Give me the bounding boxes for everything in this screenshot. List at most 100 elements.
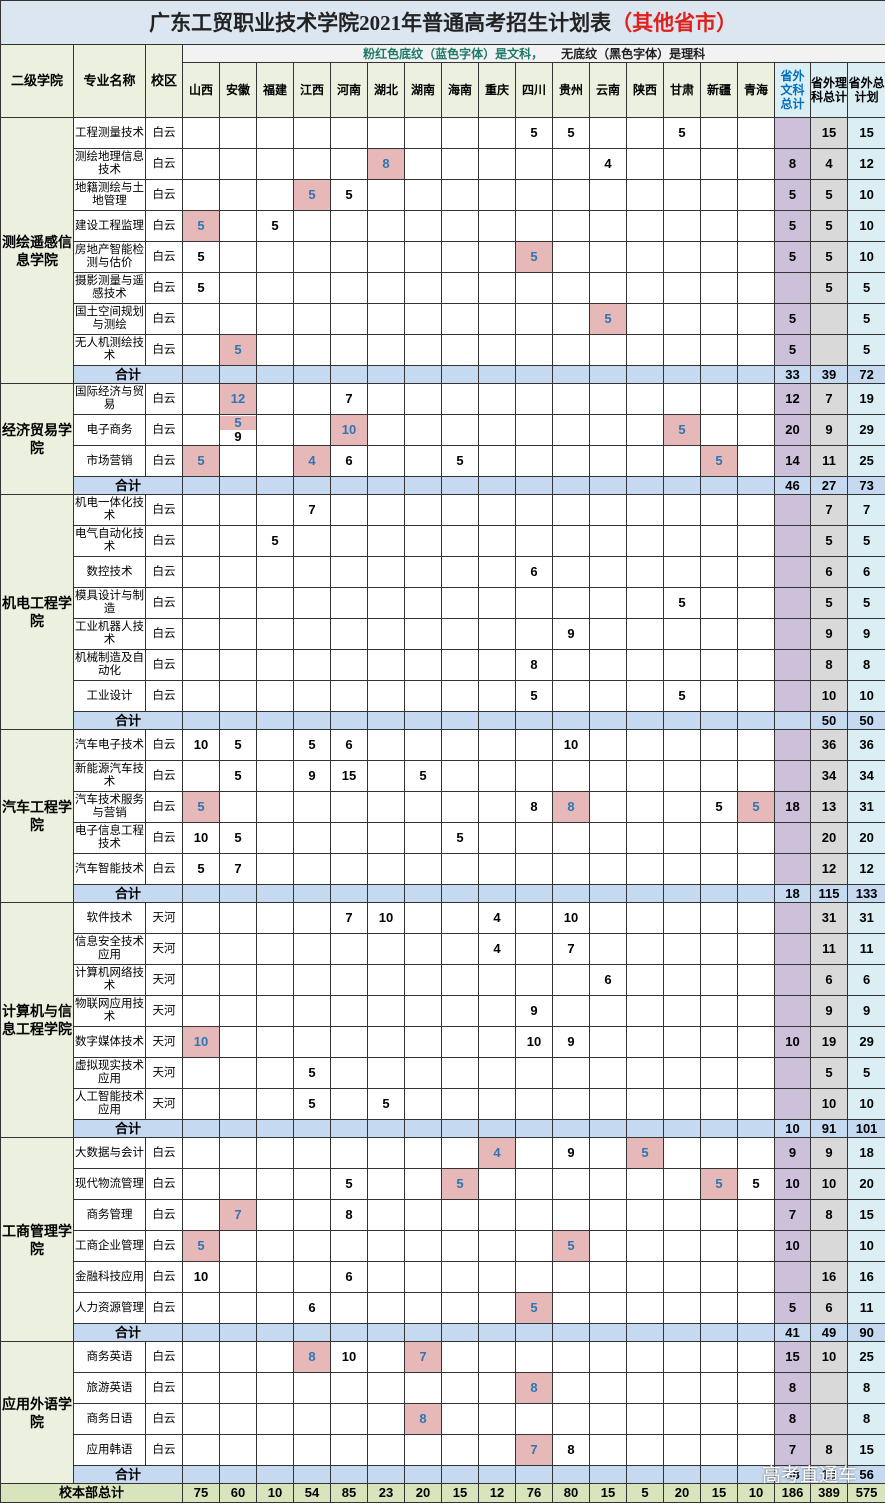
empty-cell: [478, 791, 516, 823]
empty-cell: [182, 383, 220, 415]
empty-cell: [515, 1119, 553, 1138]
li-value: 10: [182, 1261, 220, 1293]
empty-cell: [330, 525, 368, 557]
empty-cell: [515, 853, 553, 885]
subtotal-label: 合计: [73, 1323, 183, 1342]
empty-cell: [700, 117, 738, 149]
table-row: 测绘遥感信息学院 工程测量技术 白云 5 5 5 15 15: [0, 117, 885, 384]
empty-cell: [367, 414, 405, 446]
column-header: 二级学院: [0, 44, 74, 118]
total-wen: 41: [774, 1323, 811, 1342]
table-row: 合计 50 50: [1, 711, 885, 730]
empty-cell: [552, 179, 590, 211]
empty-cell: [404, 494, 442, 526]
grand-value: 20: [404, 1483, 442, 1503]
empty-cell: [293, 1372, 331, 1404]
empty-cell: [515, 334, 553, 366]
empty-cell: [219, 241, 257, 273]
empty-cell: [367, 933, 405, 965]
empty-cell: [367, 303, 405, 335]
major-name: 虚拟现实技术应用: [73, 1057, 146, 1089]
major-name: 应用韩语: [73, 1434, 146, 1466]
campus: 白云: [145, 649, 183, 681]
li-value: 9: [234, 429, 242, 444]
empty-cell: [182, 587, 220, 619]
empty-cell: [293, 525, 331, 557]
wen-value: 4: [293, 445, 331, 477]
empty-cell: [441, 1403, 479, 1435]
empty-cell: [737, 1088, 775, 1120]
empty-cell: [589, 117, 627, 149]
empty-cell: [441, 334, 479, 366]
empty-cell: [219, 179, 257, 211]
empty-cell: [663, 179, 701, 211]
empty-cell: [515, 1199, 553, 1231]
empty-cell: [663, 822, 701, 854]
total-li: 5: [810, 210, 848, 242]
li-value: 9: [515, 995, 553, 1027]
empty-cell: [404, 1168, 442, 1200]
li-value: 15: [330, 760, 368, 792]
empty-cell: [182, 1088, 220, 1120]
total: 5: [846, 272, 885, 304]
total: 31: [846, 791, 885, 823]
total: 101: [846, 1119, 885, 1138]
campus: 白云: [145, 1199, 183, 1231]
empty-cell: [700, 1119, 738, 1138]
empty-cell: [367, 884, 405, 903]
empty-cell: [367, 680, 405, 712]
empty-cell: [737, 148, 775, 180]
empty-cell: [441, 210, 479, 242]
empty-cell: [700, 383, 738, 415]
total: 6: [846, 964, 885, 996]
empty-cell: [515, 272, 553, 304]
empty-cell: [219, 1292, 257, 1324]
empty-cell: [219, 587, 257, 619]
empty-cell: [552, 1341, 590, 1373]
empty-cell: [478, 1088, 516, 1120]
li-value: 9: [552, 1026, 590, 1058]
grand-value: 15: [441, 1483, 479, 1503]
major-name: 国际经济与贸易: [73, 383, 146, 415]
empty-cell: [626, 210, 664, 242]
empty-cell: [256, 1403, 294, 1435]
total: 8: [846, 1372, 885, 1404]
empty-cell: [404, 1230, 442, 1262]
empty-cell: [330, 1465, 368, 1484]
empty-cell: [626, 1323, 664, 1342]
empty-cell: [700, 414, 738, 446]
empty-cell: [256, 729, 294, 761]
empty-cell: [663, 445, 701, 477]
empty-cell: [441, 494, 479, 526]
empty-cell: [700, 1372, 738, 1404]
empty-cell: [293, 649, 331, 681]
li-value: 5: [367, 1088, 405, 1120]
column-header: 校区: [145, 44, 183, 118]
empty-cell: [293, 210, 331, 242]
total: 7: [846, 494, 885, 526]
empty-cell: [367, 853, 405, 885]
empty-cell: [700, 1199, 738, 1231]
empty-cell: [478, 117, 516, 149]
total: 9: [846, 995, 885, 1027]
empty-cell: [700, 1465, 738, 1484]
empty-cell: [367, 1434, 405, 1466]
empty-cell: [478, 1403, 516, 1435]
wen-value: 8: [515, 1372, 553, 1404]
college-name: 计算机与信息工程学院: [0, 902, 74, 1138]
total-wen: 14: [774, 445, 811, 477]
total-li: [810, 1230, 848, 1262]
total-li: 9: [810, 414, 848, 446]
empty-cell: [182, 964, 220, 996]
total-li: 49: [810, 1323, 848, 1342]
total-wen: [774, 525, 811, 557]
total-wen: [774, 556, 811, 588]
empty-cell: [626, 649, 664, 681]
empty-cell: [478, 476, 516, 495]
empty-cell: [515, 1088, 553, 1120]
li-value: 5: [441, 822, 479, 854]
empty-cell: [626, 760, 664, 792]
major-name: 汽车技术服务与营销: [73, 791, 146, 823]
total: 16: [846, 1261, 885, 1293]
campus: 白云: [145, 791, 183, 823]
